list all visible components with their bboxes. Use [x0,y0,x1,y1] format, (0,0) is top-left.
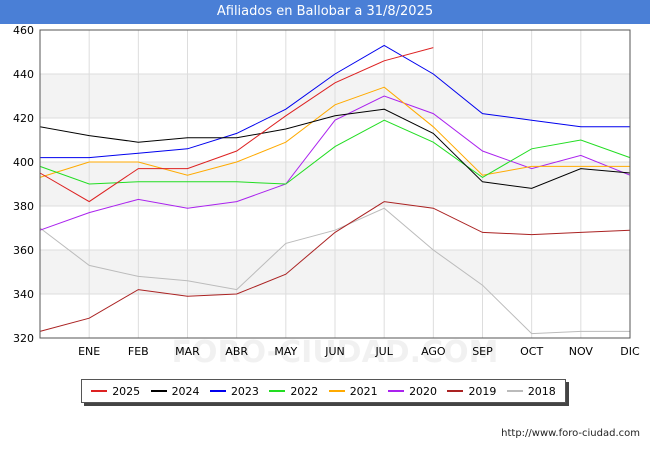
legend-swatch [269,390,286,392]
series-line-2025 [39,47,434,203]
y-tick-label: 360 [13,244,34,257]
x-axis-ticks: ENE FEB MAR ABR MAY JUN JUL AGO SEP OCT NOV DIC [78,345,640,358]
x-tick-label: JUL [374,345,393,358]
x-tick-label: ABR [225,345,248,358]
legend-label: 2025 [112,384,141,398]
series-line-2022 [39,119,631,185]
y-tick-label: 460 [13,24,34,37]
legend-label: 2021 [349,384,378,398]
legend-swatch [150,390,167,392]
legend-item-2020: 2020 [388,385,437,398]
legend-swatch [506,390,523,392]
legend-swatch [388,390,405,392]
chart-title: Afiliados en Ballobar a 31/8/2025 [0,0,650,24]
legend-swatch [328,390,345,392]
legend-item-2019: 2019 [447,385,496,398]
legend-label: 2024 [171,384,200,398]
series-group [39,44,631,335]
y-tick-label: 440 [13,68,34,81]
series-line-2019 [39,201,631,332]
y-axis-ticks: 320 340 360 380 400 420 440 460 [13,24,34,345]
watermark: FORO-CIUDAD.COM [172,335,499,370]
x-tick-label: FEB [128,345,149,358]
y-tick-label: 420 [13,112,34,125]
legend-label: 2018 [527,384,556,398]
x-tick-label: DIC [620,345,640,358]
x-tick-label: JUN [324,345,345,358]
y-tick-label: 380 [13,200,34,213]
legend-label: 2019 [468,384,497,398]
legend-swatch [91,390,108,392]
series-line-2024 [39,108,631,189]
series-line-2023 [40,44,630,159]
legend: 2025 2024 2023 2022 2021 2020 2019 2018 [81,379,566,403]
legend-item-2024: 2024 [150,384,200,398]
y-tick-label: 320 [13,332,34,345]
legend-item-2023: 2023 [209,384,259,398]
x-tick-label: OCT [520,345,543,358]
series-line-2021 [39,86,630,178]
y-tick-label: 400 [13,156,34,169]
x-tick-label: NOV [569,345,594,358]
x-tick-label: SEP [472,345,493,358]
x-tick-label: MAY [274,345,297,358]
legend-label: 2020 [409,384,438,398]
legend-item-2021: 2021 [328,384,378,398]
legend-item-2018: 2018 [506,384,556,398]
series-line-2020 [39,95,631,231]
legend-swatch [447,390,464,392]
x-tick-label: ENE [78,345,100,358]
legend-item-2025: 2025 [91,385,140,398]
series-line-2018 [39,207,630,335]
x-tick-label: AGO [421,345,446,358]
y-tick-label: 340 [13,288,34,301]
legend-item-2022: 2022 [269,385,318,398]
plot-frame [39,29,631,339]
footer-url: http://www.foro-ciudad.com [501,428,640,439]
legend-label: 2022 [290,384,319,398]
legend-label: 2023 [230,384,259,398]
legend-swatch [209,390,226,392]
x-tick-label: MAR [175,345,200,358]
